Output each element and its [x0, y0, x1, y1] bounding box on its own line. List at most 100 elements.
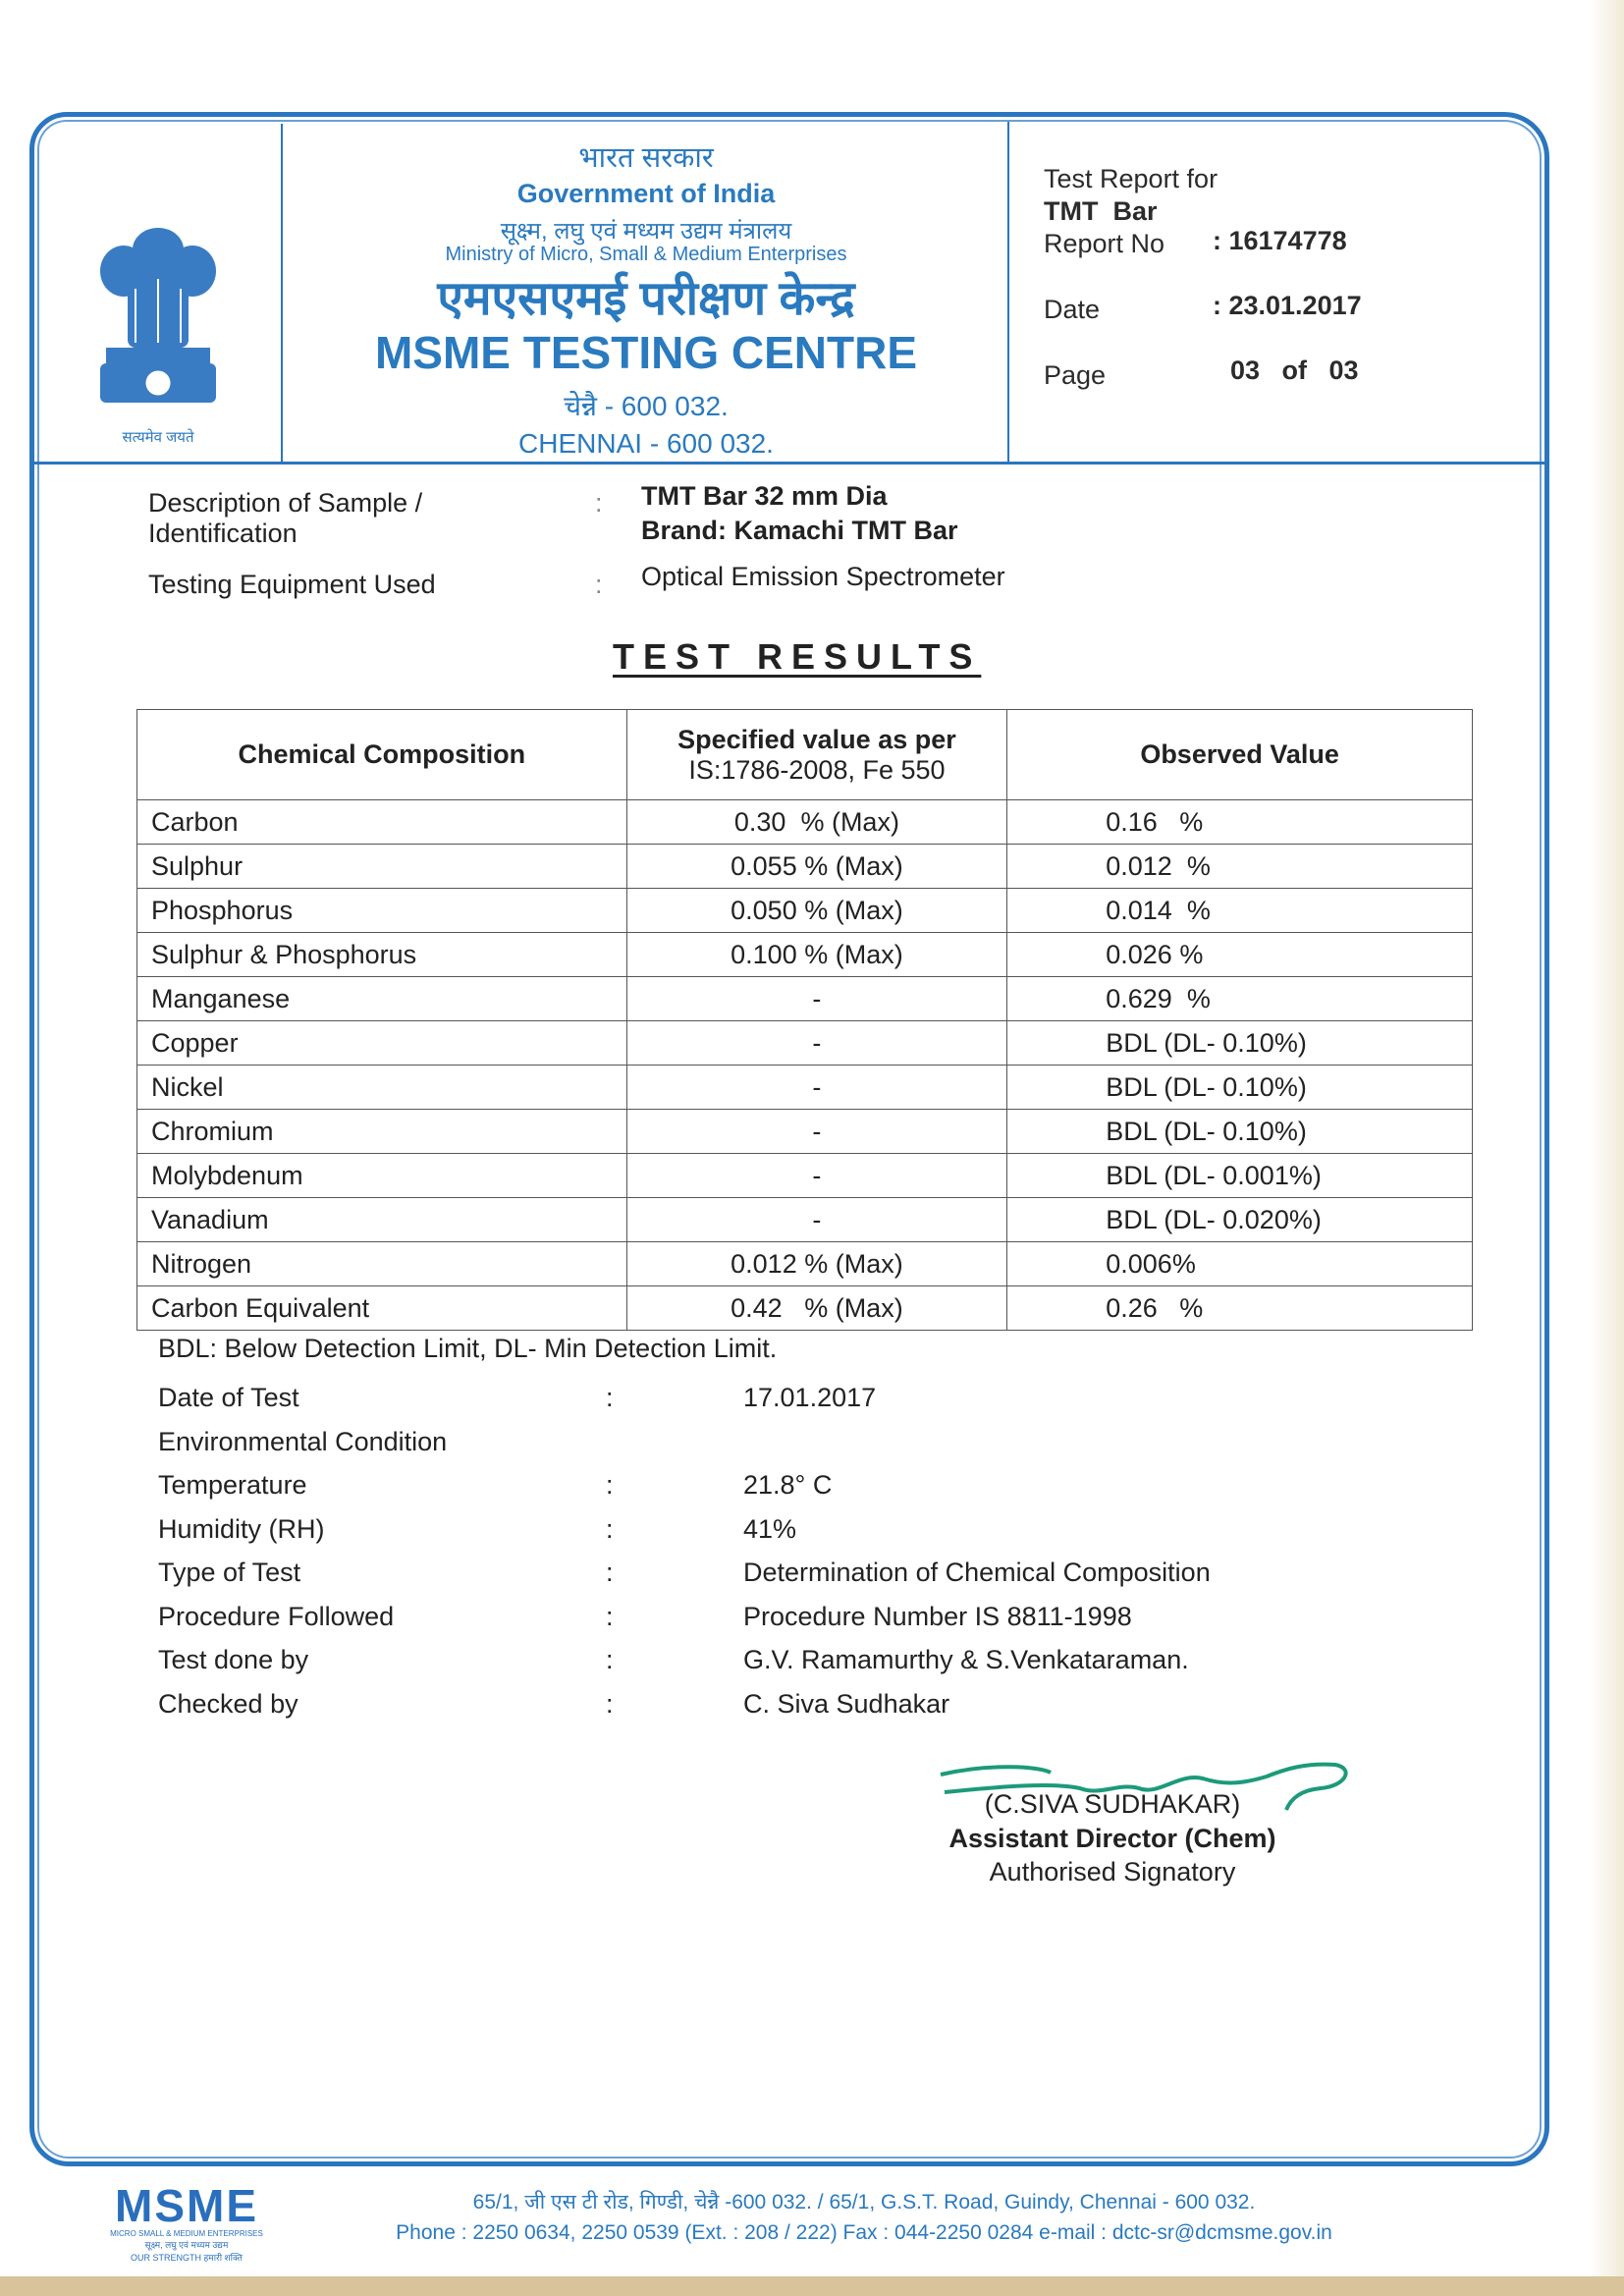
cell-observed: 0.629 % — [1006, 976, 1473, 1021]
product-name: TMT Bar — [1044, 196, 1158, 226]
ministry-hindi: सूक्ष्म, लघु एवं मध्यम उद्यम मंत्रालय — [500, 218, 792, 245]
cell-observed: BDL (DL- 0.10%) — [1006, 1020, 1473, 1066]
cell-observed: BDL (DL- 0.020%) — [1006, 1197, 1473, 1242]
sample-value: TMT Bar 32 mm Dia Brand: Kamachi TMT Bar — [641, 481, 958, 546]
govt-hindi: भारत सरकार — [578, 142, 714, 174]
info-label: Checked by — [158, 1688, 298, 1719]
date-label: Date — [1044, 295, 1101, 324]
org-header: भारत सरकार Government of India सूक्ष्म, … — [285, 137, 1007, 465]
city-name: CHENNAI - 600 032. — [518, 428, 774, 459]
info-value: 17.01.2017 — [743, 1383, 877, 1412]
test-report-for: Test Report for — [1044, 164, 1218, 193]
cell-element: Carbon — [136, 799, 627, 845]
colon: : — [606, 1601, 614, 1631]
cell-specified: 0.100 % (Max) — [625, 932, 1008, 977]
equipment-value: Optical Emission Spectrometer — [641, 562, 1005, 591]
cell-specified: 0.050 % (Max) — [625, 888, 1008, 933]
cell-element: Manganese — [136, 976, 627, 1021]
cell-element: Vanadium — [136, 1197, 627, 1242]
paper-bottom-edge — [0, 2276, 1624, 2296]
cell-observed: 0.026 % — [1006, 932, 1473, 977]
colon: : — [606, 1383, 614, 1412]
table-row: Vanadium - BDL (DL- 0.020%) — [136, 1197, 1473, 1242]
info-label: Procedure Followed — [158, 1601, 395, 1631]
city-hindi: चेन्नै - 600 032. — [564, 391, 729, 421]
cell-specified: 0.30 % (Max) — [625, 799, 1008, 845]
table-row: Sulphur 0.055 % (Max) 0.012 % — [136, 844, 1473, 889]
section-title: TEST RESULTS — [613, 636, 982, 677]
info-label: Type of Test — [158, 1558, 301, 1587]
logo-sub-1: MICRO SMALL & MEDIUM ENTERPRISES — [110, 2229, 263, 2238]
ministry-name: Ministry of Micro, Small & Medium Enterp… — [445, 244, 847, 265]
signature-icon — [940, 1762, 1348, 1811]
national-emblem: सत्यमेव जयते — [86, 210, 230, 446]
report-no: : 16174778 — [1213, 226, 1347, 255]
colon: : — [606, 1645, 614, 1674]
info-value: 41% — [743, 1513, 797, 1544]
signatory-name: (C.SIVA SUDHAKAR) — [984, 1789, 1241, 1819]
results-table: Chemical Composition Specified value as … — [136, 709, 1473, 1331]
col-chemical-composition: Chemical Composition — [136, 709, 627, 800]
header-divider — [33, 462, 1545, 465]
cell-observed: 0.006% — [1006, 1241, 1473, 1286]
footer-contact: Phone : 2250 0634, 2250 0539 (Ext. : 208… — [396, 2221, 1332, 2244]
cell-observed: BDL (DL- 0.001%) — [1006, 1153, 1473, 1198]
info-value: C. Siva Sudhakar — [743, 1688, 950, 1719]
cell-element: Chromium — [136, 1109, 627, 1154]
colon: : — [606, 1558, 614, 1587]
cell-element: Carbon Equivalent — [136, 1285, 627, 1331]
colon: : — [606, 1470, 614, 1500]
govt-name: Government of India — [516, 179, 776, 208]
colon: : — [595, 488, 603, 518]
table-row: Chromium - BDL (DL- 0.10%) — [136, 1109, 1473, 1154]
table-row: Molybdenum - BDL (DL- 0.001%) — [136, 1153, 1473, 1198]
spec-header-line2: IS:1786-2008, Fe 550 — [688, 754, 946, 785]
bdl-note: BDL: Below Detection Limit, DL- Min Dete… — [158, 1334, 778, 1363]
table-header: Chemical Composition Specified value as … — [136, 709, 1473, 800]
cell-specified: - — [625, 1197, 1008, 1242]
footer-address: 65/1, जी एस टी रोड, गिण्डी, चेन्नै -600 … — [472, 2191, 1256, 2214]
sample-label-line1: Description of Sample / — [148, 488, 423, 518]
cell-element: Phosphorus — [136, 888, 627, 933]
report-no-label: Report No — [1044, 229, 1165, 258]
table-row: Manganese -0.629 % — [136, 976, 1473, 1021]
header-divider-right — [1007, 122, 1009, 463]
info-label: Test done by — [158, 1645, 309, 1674]
sample-value-line1: TMT Bar 32 mm Dia — [641, 481, 888, 511]
cell-specified: 0.055 % (Max) — [625, 844, 1008, 889]
cell-observed: 0.012 % — [1006, 844, 1473, 889]
certificate-border — [29, 112, 1549, 2166]
info-label: Environmental Condition — [158, 1426, 448, 1456]
msme-logo: MSME MICRO SMALL & MEDIUM ENTERPRISES सू… — [100, 2182, 273, 2264]
table-row: Sulphur & Phosphorus 0.100 % (Max) 0.026 % — [136, 932, 1473, 977]
cell-observed: 0.16 % — [1006, 799, 1473, 845]
info-value: G.V. Ramamurthy & S.Venkataraman. — [743, 1645, 1189, 1674]
table-row: Carbon Equivalent 0.42 % (Max) 0.26 % — [136, 1285, 1473, 1331]
col-specified-value: Specified value as per IS:1786-2008, Fe 5… — [625, 709, 1008, 800]
sample-value-line2: Brand: Kamachi TMT Bar — [641, 516, 958, 545]
cell-specified: 0.42 % (Max) — [625, 1285, 1008, 1331]
cell-observed: BDL (DL- 0.10%) — [1006, 1065, 1473, 1110]
cell-element: Nitrogen — [136, 1241, 627, 1286]
col-observed-value: Observed Value — [1006, 709, 1473, 800]
cell-observed: BDL (DL- 0.10%) — [1006, 1109, 1473, 1154]
sample-label: Description of Sample / Identification — [148, 488, 422, 549]
cell-element: Copper — [136, 1020, 627, 1066]
sample-label-line2: Identification — [148, 519, 298, 548]
cell-specified: - — [625, 976, 1008, 1021]
lion-capital-icon — [100, 228, 216, 403]
centre-hindi: एमएसएमई परीक्षण केन्द्र — [437, 273, 855, 325]
spec-header-line1: Specified value as per — [677, 724, 956, 754]
header-divider-left — [281, 124, 283, 463]
paper-edge — [1589, 0, 1624, 2296]
cell-element: Nickel — [136, 1065, 627, 1110]
logo-sub-2: सूक्ष्म, लघु एवं मध्यम उद्यम — [144, 2240, 229, 2250]
info-value: Procedure Number IS 8811-1998 — [743, 1601, 1132, 1631]
table-row: Carbon 0.30 % (Max) 0.16 % — [136, 799, 1473, 845]
info-label: Humidity (RH) — [158, 1513, 325, 1544]
info-value: 21.8° C — [743, 1470, 833, 1500]
colon: : — [606, 1513, 614, 1544]
centre-name: MSME TESTING CENTRE — [374, 327, 918, 378]
emblem-motto: सत्यमेव जयते — [122, 429, 194, 446]
table-row: Copper - BDL (DL- 0.10%) — [136, 1020, 1473, 1066]
